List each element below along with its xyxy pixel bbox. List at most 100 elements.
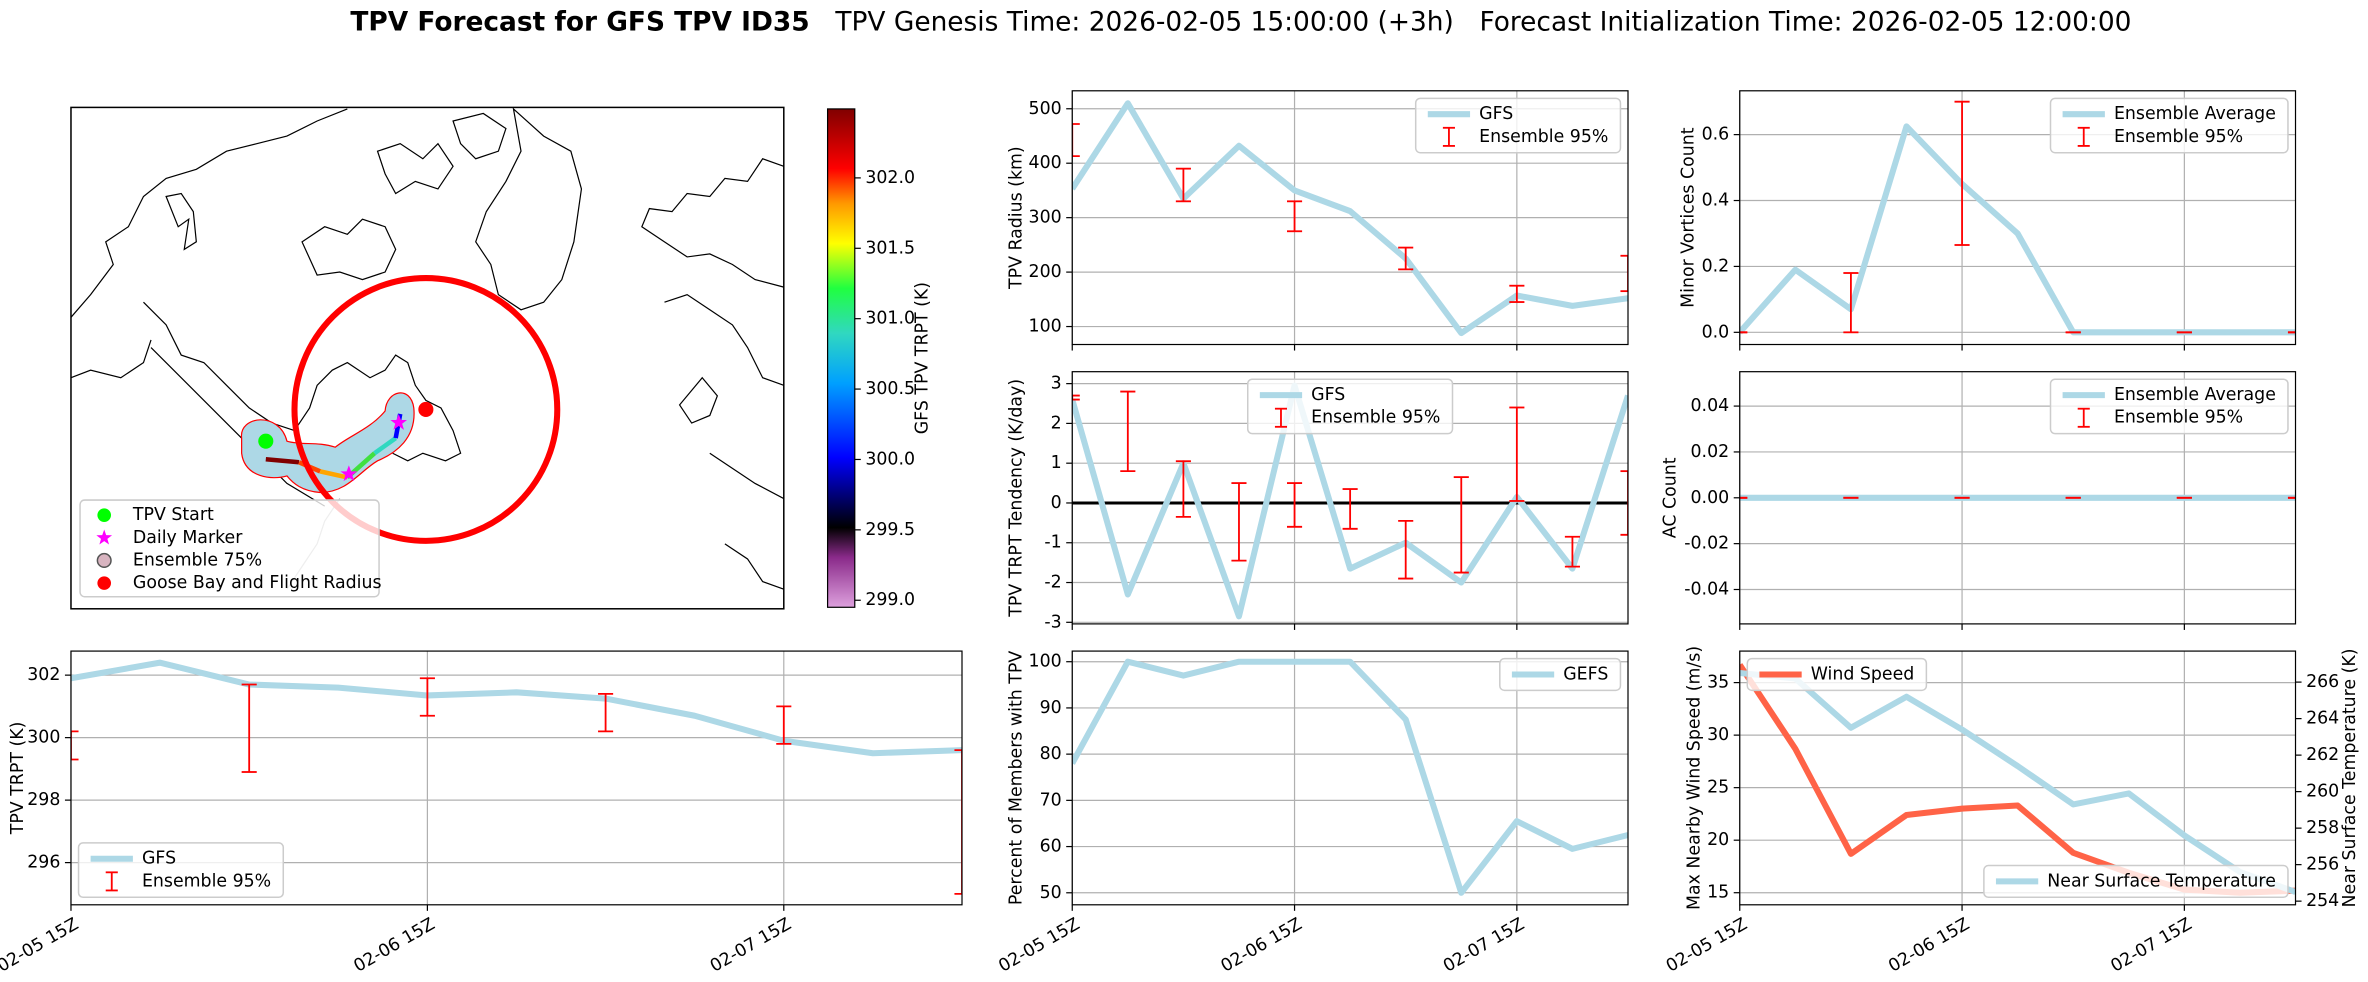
- coastline: [678, 376, 719, 424]
- ensemble-area: [241, 392, 415, 494]
- y-tick-label: 35: [1707, 673, 1729, 693]
- legend-box: [1746, 657, 1928, 692]
- y-tick-label: 1: [1051, 453, 1062, 473]
- series-line: [1739, 123, 2296, 336]
- plot-frame: [70, 650, 963, 906]
- plot-content: [70, 659, 962, 895]
- chart: 02-05 15Z 02-06 15Z 02-07 15Z 296 298 300 302 T…: [0, 650, 963, 977]
- legend-marker: [96, 529, 113, 545]
- plot-frame: [1071, 90, 1629, 346]
- y-tick-label: 20: [1707, 830, 1729, 850]
- legend-label: Ensemble Average: [2114, 104, 2276, 124]
- x-tick-label: 02-05 15Z: [995, 914, 1083, 976]
- legend: Near Surface Temperature: [1983, 864, 2289, 898]
- y-tick-label: 25: [1707, 778, 1729, 798]
- legend-label: TPV Start: [132, 505, 214, 525]
- plot-frame: [1071, 650, 1629, 906]
- legend-marker: [97, 576, 111, 590]
- legend-label: Ensemble 95%: [1311, 408, 1440, 428]
- daily-marker: [390, 413, 407, 430]
- y2-tick-label: 260: [2306, 782, 2339, 802]
- plot-frame: [1071, 371, 1629, 625]
- colorbar-tick-label: 299.0: [865, 590, 915, 610]
- legend-label: Daily Marker: [133, 528, 243, 548]
- legend-box: [1499, 657, 1622, 692]
- y-axis-label: TPV Radius (km): [1006, 146, 1026, 290]
- colorbar-tick-label: 300.5: [865, 379, 915, 399]
- legend-label: Ensemble 95%: [142, 871, 271, 891]
- colorbar-tick-label: 301.5: [865, 238, 915, 258]
- legend-marker: [96, 552, 112, 569]
- chart: -0.04 -0.02 0.00 0.02 0.04 AC Count Ensemble A…: [1660, 371, 2297, 630]
- y-tick-label: 100: [1029, 317, 1062, 337]
- legend-label: Goose Bay and Flight Radius: [133, 573, 382, 593]
- title: TPV Forecast for GFS TPV ID35: [350, 6, 809, 37]
- coastline: [475, 107, 583, 311]
- chart: 02-05 15Z 02-06 15Z 02-07 15Z 15 20 25 30 35 254…: [1663, 646, 2360, 977]
- y-axis-label: TPV TRPT (K): [8, 722, 28, 836]
- colorbar-tick-label: 299.5: [865, 520, 915, 540]
- legend-label: GEFS: [1563, 664, 1608, 684]
- tpv-start: [258, 433, 274, 449]
- legend-label: Wind Speed: [1811, 664, 1915, 684]
- legend-label: GFS: [142, 849, 176, 869]
- plot-content: [1739, 100, 2296, 336]
- x-tick-label: 02-05 15Z: [0, 914, 82, 976]
- y-tick-label: 3: [1051, 374, 1062, 394]
- y-tick-label: 400: [1029, 153, 1062, 173]
- legend-box: [1983, 864, 2289, 898]
- colorbar-tick-label: 300.0: [865, 449, 915, 469]
- y-tick-label: 200: [1029, 262, 1062, 282]
- y-tick-label: 0.6: [1702, 125, 1730, 145]
- daily-marker: [340, 465, 358, 482]
- track: [319, 469, 348, 480]
- plot-area: [1739, 651, 2296, 905]
- coastline: [452, 112, 507, 160]
- x-tick-label: 02-07 15Z: [1440, 914, 1528, 976]
- y2-axis-label: Near Surface Temperature (K): [2340, 648, 2360, 907]
- coastline: [709, 452, 784, 500]
- genesis-time: TPV Genesis Time: 2026-02-05 15:00:00 (+…: [834, 6, 1453, 37]
- plot-frame: [1739, 90, 2297, 346]
- legend: Ensemble Average Ensemble 95%: [2049, 378, 2289, 435]
- y-tick-label: 60: [1040, 837, 1062, 857]
- y2-tick-label: 258: [2306, 818, 2339, 838]
- y-tick-label: 0.0: [1702, 322, 1730, 342]
- legend-label: Ensemble 95%: [1479, 127, 1608, 147]
- legend-label: Near Surface Temperature: [2047, 871, 2276, 891]
- coastline: [641, 158, 784, 288]
- plot-content: [1072, 658, 1628, 896]
- y-tick-label: -3: [1044, 612, 1061, 632]
- y-tick-label: 80: [1040, 744, 1062, 764]
- series-line: [70, 659, 962, 757]
- x-tick-label: 02-06 15Z: [1218, 914, 1306, 976]
- legend-label: Ensemble Average: [2114, 385, 2276, 405]
- map-frame: [70, 106, 785, 610]
- legend: Ensemble Average Ensemble 95%: [2049, 97, 2289, 154]
- y-tick-label: -0.04: [1684, 580, 1729, 600]
- legend-label: Ensemble 95%: [2114, 408, 2243, 428]
- y-tick-label: 296: [27, 853, 60, 873]
- y-tick-label: 500: [1029, 99, 1062, 119]
- legend-label: Ensemble 75%: [133, 550, 262, 570]
- chart: 100 200 300 400 500 TPV Radius (km) GFS Ensembl…: [1006, 90, 1629, 351]
- series-line: [1739, 669, 2296, 895]
- plot-frame: [1739, 371, 2297, 625]
- map-features: [70, 107, 784, 590]
- coastline: [724, 543, 784, 590]
- legend-box: [2049, 97, 2289, 154]
- colorbar-label: GFS TPV TRPT (K): [913, 282, 933, 434]
- colorbar-tick-label: 301.0: [865, 309, 915, 329]
- series-line: [1072, 382, 1628, 620]
- y-axis-label: TPV TRPT Tendency (K/day): [1006, 379, 1026, 618]
- coastline: [70, 339, 152, 379]
- y2-tick-label: 262: [2306, 745, 2339, 765]
- y-tick-label: 0.4: [1702, 191, 1730, 211]
- y-tick-label: -1: [1044, 533, 1061, 553]
- coastline: [664, 294, 784, 386]
- plot-content: [1072, 100, 1628, 337]
- y-tick-label: 100: [1029, 652, 1062, 672]
